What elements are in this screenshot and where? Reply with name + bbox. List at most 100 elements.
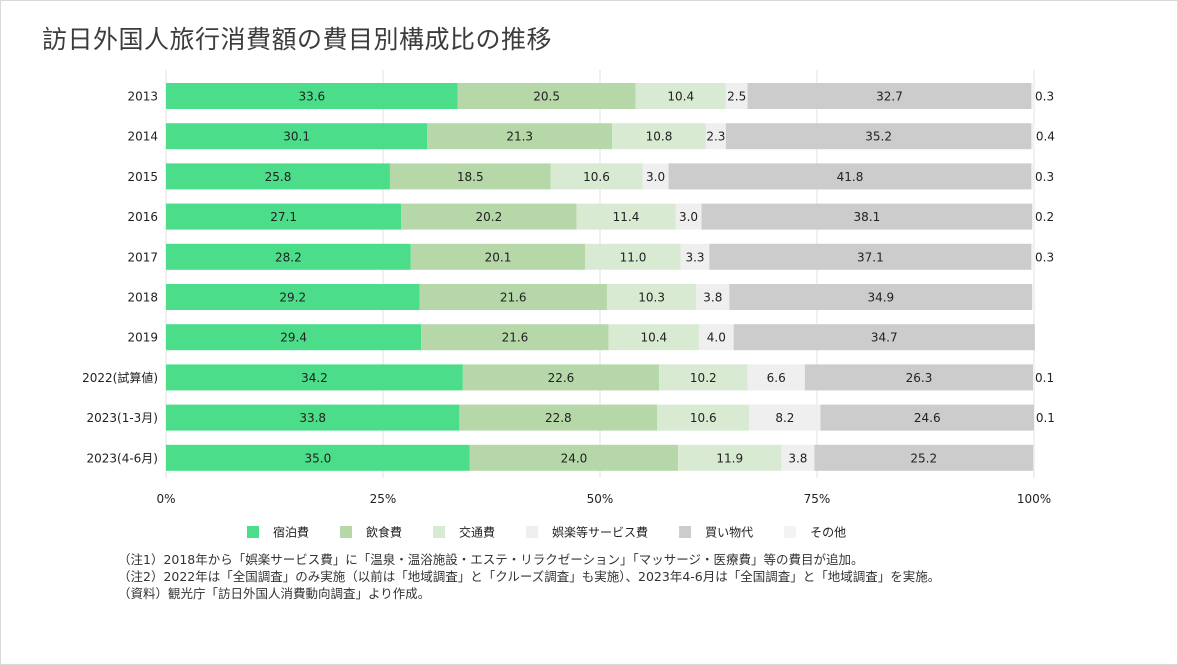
category-label: 2014 (127, 130, 158, 144)
data-label: 21.6 (502, 331, 529, 345)
data-label: 11.4 (613, 210, 640, 224)
data-label: 10.3 (638, 291, 665, 305)
category-label: 2018 (127, 291, 158, 305)
bar-segment (1034, 404, 1035, 431)
category-label: 2016 (127, 210, 158, 224)
bar-segment (462, 364, 660, 391)
bar-segment (701, 203, 1033, 230)
bar-segment (659, 364, 748, 391)
data-label: 3.8 (788, 451, 807, 465)
bar-segment (729, 284, 1033, 310)
bar-segment (696, 284, 730, 310)
data-label: 24.0 (561, 451, 588, 465)
data-label: 28.2 (275, 250, 302, 264)
data-label: 10.6 (690, 411, 717, 425)
data-label: 29.2 (279, 291, 306, 305)
x-tick-label: 75% (804, 492, 831, 506)
bar-segment (606, 284, 697, 310)
legend-label: その他 (810, 526, 846, 540)
data-label: 37.1 (857, 250, 884, 264)
data-label: 0.1 (1036, 411, 1055, 425)
data-label: 20.5 (533, 90, 560, 104)
category-label: 2019 (127, 331, 158, 345)
legend-swatch (433, 526, 446, 538)
data-label: 22.8 (545, 411, 572, 425)
bar-segment (576, 203, 676, 230)
bar-segment (668, 163, 1032, 190)
x-tick-label: 25% (370, 492, 397, 506)
data-label: 0.4 (1036, 130, 1055, 144)
bar-segment (427, 123, 613, 150)
bar-segment (709, 243, 1032, 270)
bar-segment (166, 324, 422, 351)
data-label: 20.1 (485, 250, 512, 264)
legend-swatch (784, 526, 797, 538)
data-label: 6.6 (767, 371, 786, 385)
bar-segment (550, 163, 643, 190)
data-label: 34.7 (871, 331, 898, 345)
data-label: 2.3 (706, 130, 725, 144)
legend-label: 飲食費 (366, 525, 402, 540)
bar-segment (612, 123, 706, 150)
data-label: 35.0 (305, 451, 332, 465)
legend-label: 交通費 (459, 525, 495, 540)
data-label: 21.3 (506, 130, 533, 144)
bar-segment (166, 444, 470, 471)
data-label: 0.1 (1035, 371, 1054, 385)
note-1: （注1）2018年から「娯楽サービス費」に「温泉・温浴施設・エステ・リラクゼーシ… (118, 552, 864, 567)
bar-segment (725, 123, 1032, 150)
bar-segment (675, 203, 702, 230)
data-label: 3.3 (685, 250, 704, 264)
bar-segment (804, 364, 1034, 391)
bar-segment (419, 284, 607, 310)
data-label: 0.3 (1035, 250, 1054, 264)
bar-segment (657, 404, 750, 431)
legend-label: 買い物代 (705, 526, 753, 540)
bar-segment (747, 364, 805, 391)
x-tick-label: 100% (1017, 492, 1051, 506)
bar-segment (814, 444, 1034, 471)
data-label: 24.6 (914, 411, 941, 425)
data-label: 10.4 (667, 90, 694, 104)
bar-segment (1031, 123, 1035, 150)
data-label: 11.0 (620, 250, 647, 264)
x-tick-label: 50% (587, 492, 614, 506)
data-label: 25.2 (910, 451, 937, 465)
data-label: 34.9 (867, 291, 894, 305)
data-label: 10.6 (583, 170, 610, 184)
bar-segment (1031, 243, 1034, 270)
data-label: 34.2 (301, 371, 328, 385)
data-label: 33.6 (298, 90, 325, 104)
data-label: 4.0 (707, 331, 726, 345)
bar-segment (1033, 364, 1034, 391)
chart-title: 訪日外国人旅行消費額の費目別構成比の推移 (42, 25, 553, 54)
data-label: 29.4 (280, 331, 307, 345)
data-label: 3.0 (646, 170, 665, 184)
data-label: 2.5 (727, 90, 746, 104)
data-label: 3.0 (679, 210, 698, 224)
data-label: 0.3 (1035, 90, 1054, 104)
data-label: 21.6 (500, 291, 527, 305)
category-label: 2017 (127, 250, 158, 264)
data-label: 22.6 (548, 371, 575, 385)
data-label: 0.3 (1035, 170, 1054, 184)
data-label: 11.9 (716, 451, 743, 465)
bar-segment (166, 203, 402, 230)
legend-swatch (679, 526, 692, 538)
chart-notes: （注1）2018年から「娯楽サービス費」に「温泉・温浴施設・エステ・リラクゼーシ… (118, 551, 940, 602)
data-label: 10.2 (690, 371, 717, 385)
bar-segment (166, 243, 411, 270)
bar-segment (457, 83, 636, 109)
bar-segment (166, 284, 420, 310)
bar-segment (459, 404, 658, 431)
bar-segment (166, 123, 428, 150)
data-label: 0.2 (1035, 210, 1054, 224)
data-label: 35.2 (865, 130, 892, 144)
bar-segment (635, 83, 726, 109)
category-label: 2023(1-3月) (86, 411, 158, 425)
bar-segment (698, 324, 734, 351)
data-label: 10.4 (640, 331, 667, 345)
data-label: 10.8 (646, 130, 673, 144)
data-label: 33.8 (299, 411, 326, 425)
